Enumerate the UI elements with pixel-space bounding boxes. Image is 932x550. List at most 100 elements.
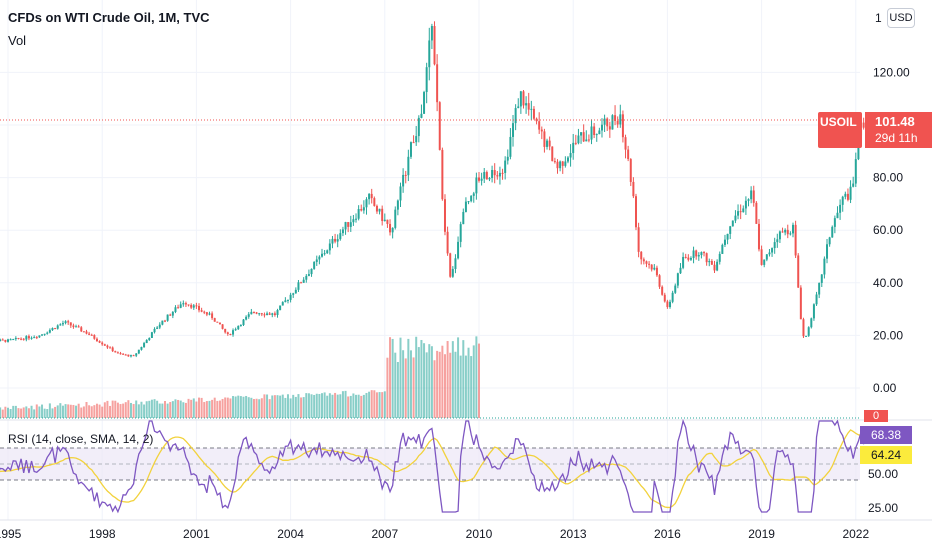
candle-body xyxy=(548,140,551,147)
candle-body xyxy=(174,307,177,312)
candle-body xyxy=(792,224,794,234)
candle-body xyxy=(833,218,836,227)
volume-bar xyxy=(286,394,289,418)
candle-body xyxy=(158,324,161,328)
candle-body xyxy=(310,268,313,275)
candle-body xyxy=(836,212,839,219)
volume-bar xyxy=(95,403,98,418)
volume-bar xyxy=(260,398,263,418)
candle-body xyxy=(145,340,148,344)
time-tick-label: 2022 xyxy=(842,527,869,541)
candle-body xyxy=(635,196,637,228)
chart-title: CFDs on WTI Crude Oil, 1M, TVC xyxy=(8,10,210,25)
candle-body xyxy=(663,294,666,302)
volume-bar xyxy=(368,391,371,418)
candle-body xyxy=(69,322,72,326)
candle-body xyxy=(129,355,132,357)
volume-bar xyxy=(135,400,138,418)
volume-bar xyxy=(88,405,91,418)
candle-body xyxy=(302,279,305,283)
candle-body xyxy=(9,339,12,341)
volume-bar xyxy=(187,398,190,418)
volume-bar xyxy=(85,402,88,418)
candle-body xyxy=(844,193,847,197)
candle-body xyxy=(38,335,41,338)
candle-body xyxy=(187,304,190,306)
currency-button[interactable]: USD xyxy=(887,8,915,28)
volume-bar xyxy=(101,406,104,418)
volume-bar xyxy=(383,391,386,418)
candle-body xyxy=(506,156,509,161)
volume-bar xyxy=(174,399,177,418)
volume-bar xyxy=(318,393,321,418)
volume-bar xyxy=(462,340,465,418)
candle-body xyxy=(443,199,446,232)
candle-body xyxy=(540,129,543,132)
candle-body xyxy=(417,117,420,137)
volume-bar xyxy=(164,401,166,418)
volume-bar xyxy=(336,394,339,418)
candle-body xyxy=(208,313,211,315)
candle-body xyxy=(595,134,598,136)
candle-body xyxy=(305,275,308,280)
candle-body xyxy=(51,328,54,331)
volume-bar xyxy=(182,402,185,418)
volume-bar xyxy=(234,396,237,418)
volume-bar xyxy=(161,403,164,418)
candle-body xyxy=(839,204,842,213)
candle-body xyxy=(169,314,172,316)
volume-bar xyxy=(232,396,235,418)
rsi-indicator-label[interactable]: RSI (14, close, SMA, 14, 2) xyxy=(8,432,154,446)
candle-body xyxy=(98,341,101,343)
volume-bar xyxy=(192,398,195,418)
price-candles xyxy=(0,21,865,358)
candle-body xyxy=(64,321,67,324)
volume-bar xyxy=(386,357,389,418)
candle-body xyxy=(237,325,240,330)
volume-bar xyxy=(334,392,337,418)
candle-body xyxy=(760,249,763,265)
candle-body xyxy=(1,339,4,341)
candle-body xyxy=(82,331,85,333)
candle-body xyxy=(438,102,441,150)
candle-body xyxy=(30,337,33,339)
candle-body xyxy=(323,253,326,255)
candle-body xyxy=(496,175,499,177)
volume-bar xyxy=(116,402,119,418)
candle-body xyxy=(619,114,622,125)
price-tick-label: 20.00 xyxy=(873,328,903,342)
volume-bar xyxy=(341,391,344,418)
time-tick-label: 2019 xyxy=(748,527,775,541)
candle-body xyxy=(815,294,818,305)
rsi-line xyxy=(0,418,865,514)
volume-bar xyxy=(375,392,378,418)
candle-body xyxy=(789,233,792,235)
candle-body xyxy=(234,329,237,331)
candle-body xyxy=(331,238,334,244)
candle-body xyxy=(718,253,721,262)
volume-bar xyxy=(109,405,112,418)
volume-bars xyxy=(0,336,480,418)
candle-body xyxy=(462,211,465,225)
candle-body xyxy=(315,259,318,262)
candle-body xyxy=(632,181,635,197)
candle-body xyxy=(122,353,125,355)
candle-body xyxy=(794,224,797,256)
candle-body xyxy=(119,353,122,355)
volume-bar xyxy=(271,395,274,418)
volume-bar xyxy=(344,390,347,418)
volume-bar xyxy=(307,393,310,418)
candle-body xyxy=(391,227,394,233)
candle-body xyxy=(559,161,562,169)
volume-bar xyxy=(140,401,143,418)
candle-body xyxy=(245,316,248,320)
volume-bar xyxy=(221,398,224,418)
volume-bar xyxy=(391,338,394,418)
candle-body xyxy=(80,327,83,332)
volume-bar xyxy=(441,345,444,418)
candle-body xyxy=(171,311,174,316)
volume-bar xyxy=(472,345,475,418)
candle-body xyxy=(276,310,279,316)
candle-body xyxy=(682,256,685,268)
